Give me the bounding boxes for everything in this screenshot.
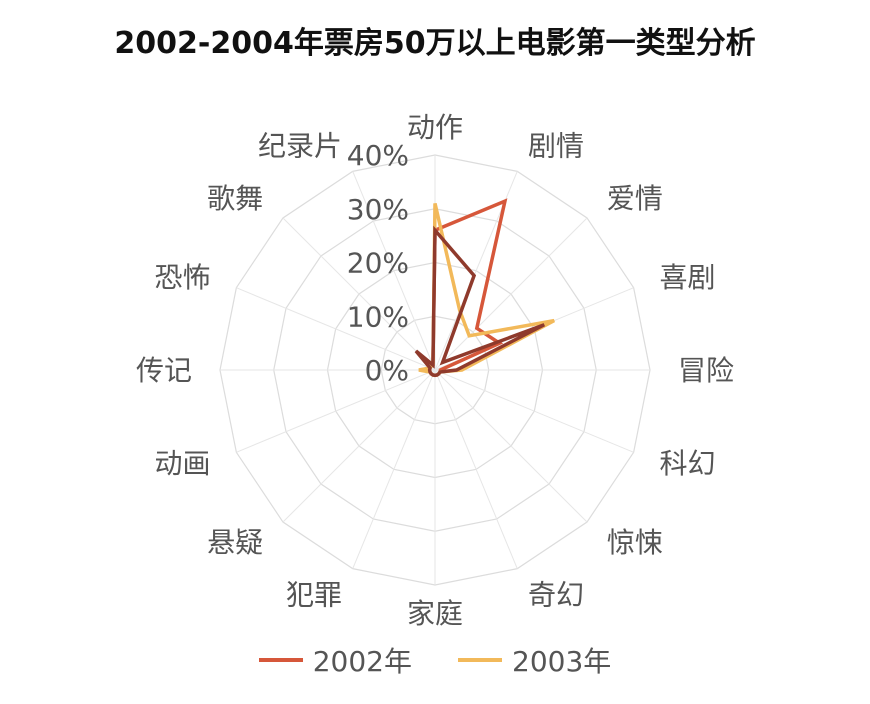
legend-label: 2002年 <box>312 645 412 678</box>
grid-spoke-13 <box>236 287 436 371</box>
grid-spoke-15 <box>352 171 436 371</box>
axis-label: 喜剧 <box>660 261 716 294</box>
legend-item: 2003年 <box>458 640 611 680</box>
radar-series <box>414 198 556 378</box>
tick-label: 20% <box>347 247 409 280</box>
axis-label: 纪录片 <box>258 129 342 162</box>
axis-label: 动画 <box>154 447 210 480</box>
legend-swatch <box>258 658 303 662</box>
grid-spoke-7 <box>434 369 518 569</box>
legend: 2002年 2003年 <box>0 640 870 680</box>
tick-label: 40% <box>347 139 409 172</box>
series-line-2 <box>414 225 546 378</box>
axis-label: 科幻 <box>660 447 716 480</box>
radar-grid <box>219 154 651 586</box>
chart-title: 2002-2004年票房50万以上电影第一类型分析 <box>114 26 756 61</box>
grid-spoke-11 <box>236 369 436 453</box>
legend-item: 2002年 <box>258 640 412 680</box>
tick-label: 0% <box>365 354 409 387</box>
axis-label: 悬疑 <box>207 526 263 559</box>
legend-swatch <box>458 658 502 662</box>
grid-spoke-14 <box>282 217 436 371</box>
grid-spoke-5 <box>434 369 634 453</box>
grid-spoke-2 <box>434 217 588 371</box>
grid-spoke-6 <box>434 369 588 523</box>
axis-label: 传记 <box>136 354 192 387</box>
axis-label: 动作 <box>407 111 463 144</box>
axis-label: 剧情 <box>528 129 584 162</box>
axis-label: 奇幻 <box>528 579 584 612</box>
axis-label: 恐怖 <box>154 261 210 294</box>
grid-spoke-9 <box>352 369 436 569</box>
legend-label: 2003年 <box>512 645 612 678</box>
axis-label: 歌舞 <box>207 182 263 215</box>
grid-spoke-10 <box>282 369 436 523</box>
tick-label: 10% <box>347 300 409 333</box>
axis-label: 冒险 <box>678 354 734 387</box>
axis-label: 家庭 <box>407 597 463 630</box>
radar-ticks: 0% 10% 20% 30% 40% <box>347 139 409 387</box>
axis-label: 犯罪 <box>286 579 342 612</box>
axis-label: 惊悚 <box>607 526 663 559</box>
tick-label: 30% <box>347 193 409 226</box>
axis-label: 爱情 <box>607 182 663 215</box>
